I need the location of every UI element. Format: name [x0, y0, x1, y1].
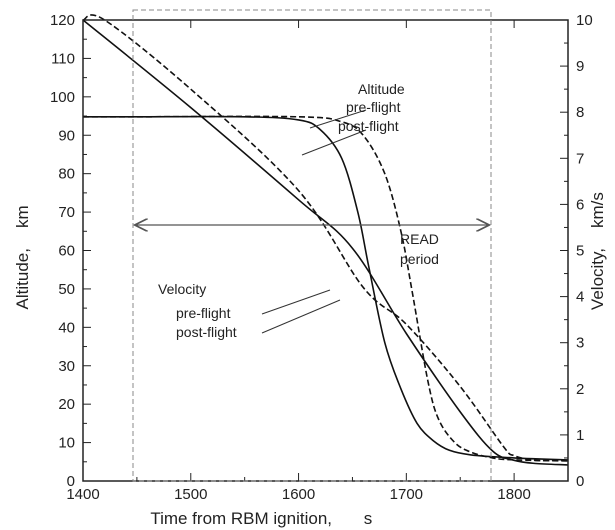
y-tick-label: 120	[50, 12, 75, 29]
ticks	[82, 19, 568, 482]
tick-labels: 1400 1500 1600 1700 180001020304050607080901…	[50, 12, 593, 503]
altitude-annot-post: post-flight	[338, 118, 399, 134]
y2-tick-label: 0	[576, 473, 584, 490]
velocity-post-flight-line	[82, 19, 569, 466]
x-tick-label: 1400	[66, 486, 99, 503]
read-annot-line2: period	[400, 251, 439, 267]
y-tick-label: 0	[67, 473, 75, 490]
altitude-pre-leader	[309, 109, 367, 129]
x-axis-label: Time from RBM ignition, s	[150, 509, 372, 528]
x-tick-label: 1700	[390, 486, 423, 503]
velocity-annot-pre: pre-flight	[176, 305, 231, 321]
y-tick-label: 50	[58, 281, 75, 298]
y-tick-label: 80	[58, 166, 75, 183]
y2-tick-label: 3	[576, 335, 584, 352]
velocity-annot-post: post-flight	[176, 324, 237, 340]
svg-text:Velocity,: Velocity,	[588, 248, 607, 310]
svg-text:Altitude,: Altitude,	[13, 248, 32, 309]
velocity-post-leader	[261, 299, 341, 334]
y2-tick-label: 4	[576, 289, 584, 306]
y-tick-label: 40	[58, 319, 75, 336]
velocity-pre-leader	[261, 289, 331, 315]
series-lines	[82, 14, 569, 466]
svg-text:km/s: km/s	[588, 192, 607, 228]
y-axis-label: Altitude, km	[13, 205, 32, 309]
altitude-annot-pre: pre-flight	[346, 99, 401, 115]
y2-tick-label: 1	[576, 427, 584, 444]
svg-text:Time from RBM ignition,: Time from RBM ignition,	[150, 509, 332, 528]
y2-tick-label: 7	[576, 150, 584, 167]
y-tick-label: 10	[58, 435, 75, 452]
y-tick-label: 30	[58, 358, 75, 375]
altitude-pre-flight-line	[83, 115, 569, 462]
y2-tick-label: 9	[576, 58, 584, 75]
altitude-post-flight-line	[83, 115, 569, 461]
read-annot-line1: READ	[400, 231, 439, 247]
altitude-annot-title: Altitude	[358, 81, 405, 97]
plot-frame	[82, 19, 569, 482]
y-tick-label: 110	[51, 50, 75, 67]
y-tick-label: 20	[58, 396, 75, 413]
y-tick-label: 90	[58, 127, 75, 144]
y-tick-label: 60	[58, 243, 75, 260]
read-period-box	[132, 9, 492, 482]
y-tick-label: 70	[58, 204, 75, 221]
velocity-pre-flight-line	[82, 14, 569, 462]
x-tick-label: 1600	[282, 486, 315, 503]
y2-axis-label: Velocity, km/s	[588, 192, 607, 310]
y-tick-label: 100	[50, 89, 75, 106]
velocity-annot-title: Velocity	[158, 281, 206, 297]
x-tick-label: 1500	[174, 486, 207, 503]
altitude-post-leader	[301, 129, 367, 156]
y2-tick-label: 5	[576, 243, 584, 260]
svg-text:km: km	[13, 205, 32, 228]
y2-tick-label: 8	[576, 104, 584, 121]
x-tick-label: 1800	[497, 486, 530, 503]
y2-tick-label: 6	[576, 196, 584, 213]
svg-text:s: s	[364, 509, 373, 528]
y2-tick-label: 10	[576, 12, 593, 29]
y2-tick-label: 2	[576, 381, 584, 398]
